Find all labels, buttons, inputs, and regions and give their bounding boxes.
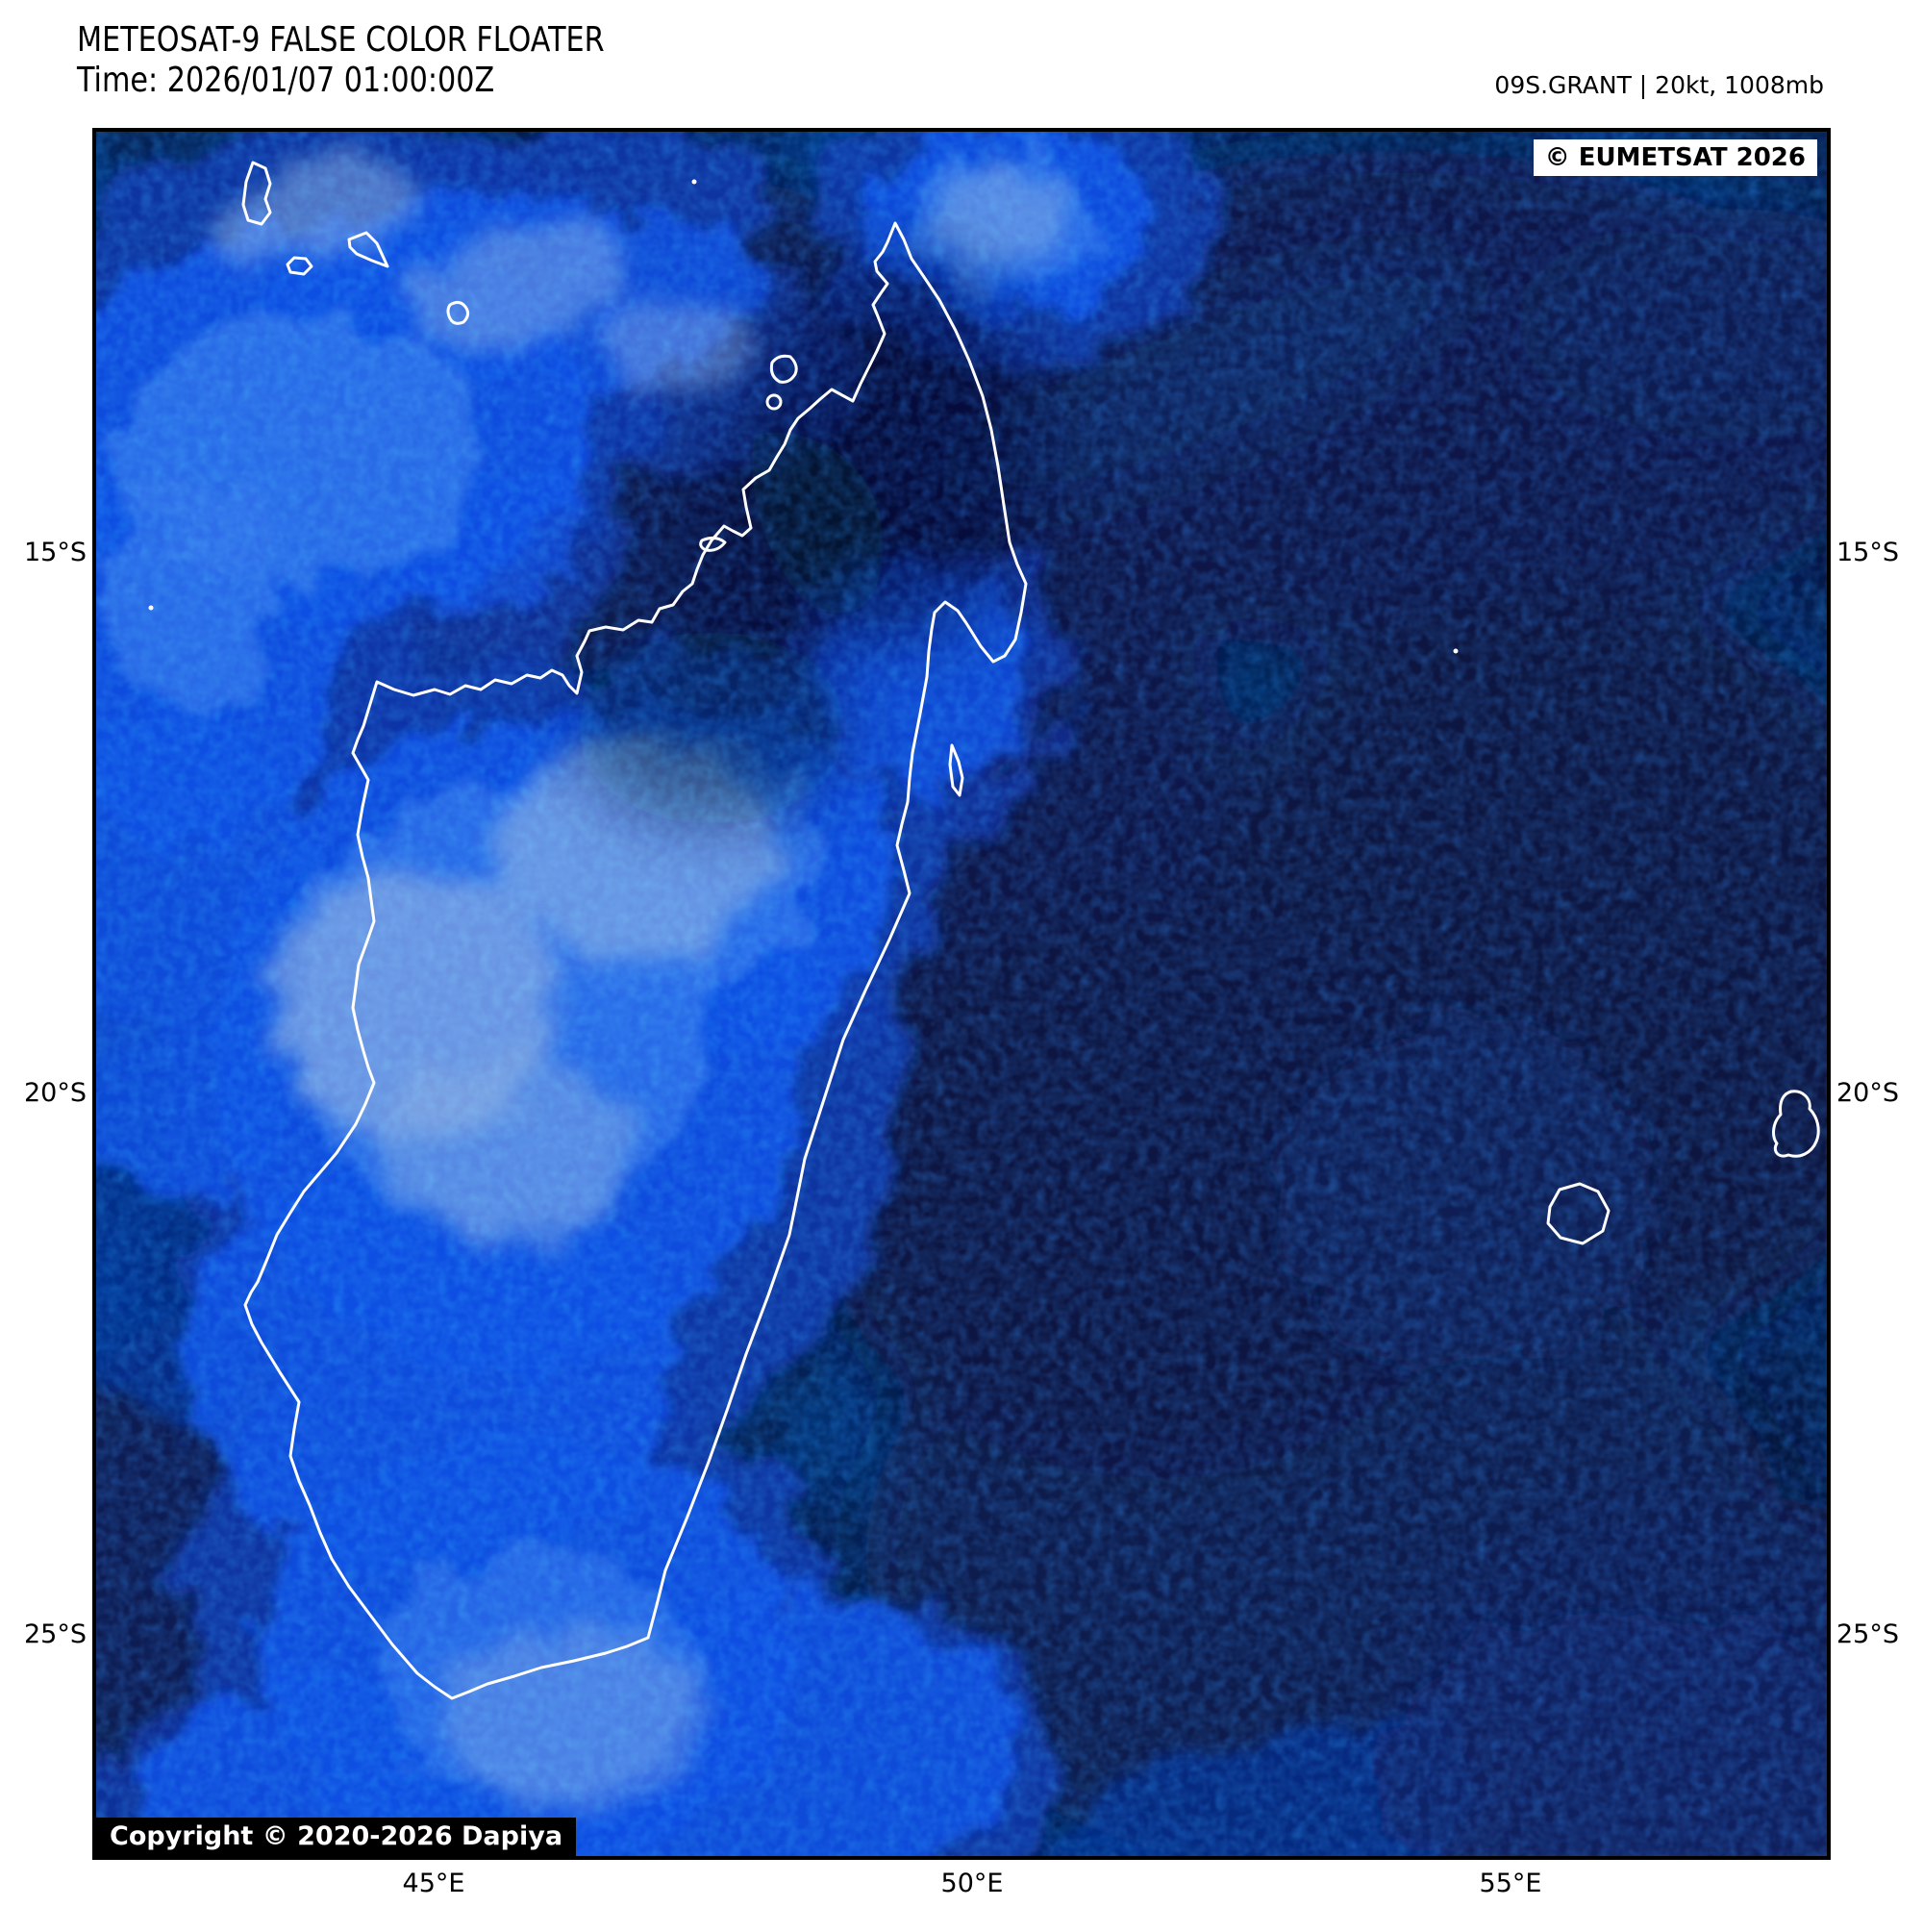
islet-dots	[148, 179, 1459, 654]
lat-label-20s-right: 20°S	[1836, 1078, 1899, 1108]
lon-label-55e: 55°E	[1479, 1869, 1542, 1898]
moheli-coastline	[286, 256, 313, 276]
lon-label-45e: 45°E	[402, 1869, 465, 1898]
tromelin-islet-dot	[1453, 648, 1459, 654]
satellite-image	[96, 132, 1827, 1856]
lon-label-50e: 50°E	[940, 1869, 1004, 1898]
glorioso-islet-dot	[691, 179, 697, 185]
grande-comore-coastline	[241, 161, 272, 226]
eumetsat-credit-badge: © EUMETSAT 2026	[1533, 139, 1817, 176]
anjouan-coastline	[347, 231, 389, 268]
satellite-map: © EUMETSAT 2026 Copyright © 2020-2026 Da…	[92, 128, 1831, 1860]
coastlines	[241, 161, 1820, 1700]
madagascar-coastline	[243, 221, 1028, 1700]
speckle-texture	[96, 132, 1827, 1856]
mauritius-coastline	[1772, 1090, 1820, 1158]
lat-label-15s-left: 15°S	[24, 538, 87, 567]
west-islet-dot	[148, 605, 154, 611]
copyright-badge: Copyright © 2020-2026 Dapiya	[96, 1818, 577, 1856]
storm-info-label: 09S.GRANT | 20kt, 1008mb	[1494, 71, 1824, 99]
radama-island-coastline	[699, 536, 727, 552]
lat-label-20s-left: 20°S	[24, 1078, 87, 1108]
timestamp-label: Time: 2026/01/07 01:00:00Z	[77, 61, 495, 100]
small-islet-coastline	[446, 300, 470, 325]
nosy-be-coastline	[769, 354, 798, 384]
lat-label-15s-right: 15°S	[1836, 538, 1899, 567]
lat-label-25s-right: 25°S	[1836, 1619, 1899, 1649]
page-title: METEOSAT-9 FALSE COLOR FLOATER	[77, 20, 605, 60]
lat-label-25s-left: 25°S	[24, 1619, 87, 1649]
sainte-marie-coastline	[948, 743, 964, 797]
nosy-komba-coastline	[765, 393, 783, 411]
reunion-coastline	[1546, 1182, 1611, 1245]
